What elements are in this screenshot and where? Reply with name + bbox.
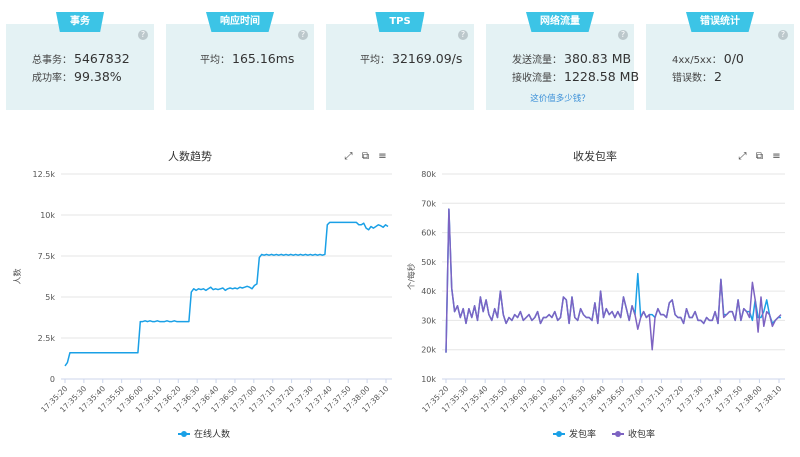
stat-card-tag: 事务 — [56, 12, 104, 32]
legend-label-recv: 收包率 — [628, 430, 656, 440]
chart-toolbar-packets: ⤢ ⧉ ≡ — [737, 151, 782, 162]
question-icon[interactable]: ? — [618, 30, 628, 40]
stat-label: 平均： — [360, 55, 390, 66]
stat-label: 平均： — [200, 55, 230, 66]
menu-icon[interactable]: ≡ — [772, 151, 781, 162]
legend-swatch-recv — [612, 430, 625, 437]
y-axis-label: 个/每秒 — [406, 263, 416, 290]
legend-label-online: 在线人数 — [194, 430, 231, 440]
y-tick-label: 12.5k — [33, 170, 56, 179]
stat-row: 平均： 165.16ms — [166, 51, 314, 66]
y-tick-label: 10k — [40, 211, 55, 220]
stat-card-tag: 网络流量 — [526, 12, 594, 32]
stat-label: 总事务： — [32, 55, 72, 66]
y-tick-label: 2.5k — [38, 334, 56, 343]
stat-card-4: 错误统计? 4xx/5xx： 0/0 错误数： 2 — [646, 12, 794, 110]
stat-row: 成功率： 99.38% — [6, 69, 154, 84]
legend-swatch-send — [553, 430, 565, 437]
y-tick-label: 7.5k — [38, 252, 56, 261]
y-tick-label: 80k — [421, 170, 436, 179]
copy-icon[interactable]: ⧉ — [755, 151, 764, 162]
legend-users[interactable]: 在线人数 — [178, 427, 230, 440]
stat-card-tag: TPS — [375, 12, 425, 32]
y-tick-label: 0 — [50, 375, 55, 384]
stat-label: 发送流量： — [512, 55, 562, 66]
stat-row: 总事务： 5467832 — [6, 51, 154, 66]
question-icon[interactable]: ? — [778, 30, 788, 40]
series-line-1 — [445, 208, 782, 353]
stat-value: 165.16ms — [232, 51, 295, 66]
stat-row: 错误数： 2 — [646, 69, 794, 84]
stat-label: 成功率： — [32, 73, 72, 84]
users-trend-chart: 02.5k5k7.5k10k12.5k人数17:35:2017:35:3017:… — [12, 170, 392, 414]
stat-card-1: 响应时间? 平均： 165.16ms — [166, 12, 314, 110]
copy-icon[interactable]: ⧉ — [361, 151, 370, 162]
stat-row: 发送流量： 380.83 MB — [486, 51, 634, 66]
stat-value: 0/0 — [723, 51, 744, 66]
stat-card-tag: 错误统计 — [686, 12, 754, 32]
stat-card-3: 网络流量? 发送流量： 380.83 MB 接收流量： 1228.58 MB 这价值多少钱… — [486, 12, 639, 110]
stat-card-tag: 响应时间 — [206, 12, 274, 32]
y-tick-label: 30k — [421, 316, 436, 325]
stat-row: 接收流量： 1228.58 MB — [486, 69, 639, 84]
stat-value: 1228.58 MB — [564, 69, 640, 84]
y-tick-label: 50k — [421, 258, 436, 267]
series-line-0 — [445, 208, 781, 353]
expand-icon[interactable]: ⤢ — [344, 151, 353, 162]
stat-value: 32169.09/s — [392, 51, 463, 66]
y-tick-label: 10k — [421, 375, 436, 384]
legend-label-send: 发包率 — [569, 430, 597, 440]
question-icon[interactable]: ? — [298, 30, 308, 40]
stat-value: 380.83 MB — [564, 51, 632, 66]
y-tick-label: 70k — [421, 199, 436, 208]
expand-icon[interactable]: ⤢ — [738, 151, 747, 162]
stat-card-2: TPS? 平均： 32169.09/s — [326, 12, 474, 110]
stat-value: 2 — [714, 69, 722, 84]
y-tick-label: 40k — [421, 287, 436, 296]
stat-label: 接收流量： — [512, 73, 562, 84]
legend-swatch-online — [178, 430, 190, 437]
stat-row: 平均： 32169.09/s — [326, 51, 474, 66]
legend-packets[interactable]: 发包率 收包率 — [553, 427, 655, 440]
y-tick-label: 5k — [45, 293, 55, 302]
stat-value: 5467832 — [74, 51, 130, 66]
stat-row: 4xx/5xx： 0/0 — [646, 51, 794, 66]
question-icon[interactable]: ? — [138, 30, 148, 40]
chart-title-packets: 收发包率 — [573, 150, 617, 163]
chart-title-users: 人数趋势 — [168, 150, 212, 163]
price-link[interactable]: 这价值多少钱？ — [530, 94, 590, 104]
menu-icon[interactable]: ≡ — [378, 151, 387, 162]
packet-rate-chart: 10k20k30k40k50k60k70k80k个/每秒17:35:2017:3… — [406, 170, 785, 414]
y-axis-label: 人数 — [12, 269, 22, 285]
stat-card-0: 事务? 总事务： 5467832 成功率： 99.38% — [6, 12, 154, 110]
chart-toolbar-users: ⤢ ⧉ ≡ — [343, 151, 388, 162]
stat-value: 99.38% — [74, 69, 122, 84]
y-tick-label: 60k — [421, 229, 436, 238]
question-icon[interactable]: ? — [458, 30, 468, 40]
stat-label: 错误数： — [672, 73, 712, 84]
stat-label: 4xx/5xx： — [672, 55, 722, 66]
series-line-0 — [64, 221, 389, 367]
y-tick-label: 20k — [421, 346, 436, 355]
